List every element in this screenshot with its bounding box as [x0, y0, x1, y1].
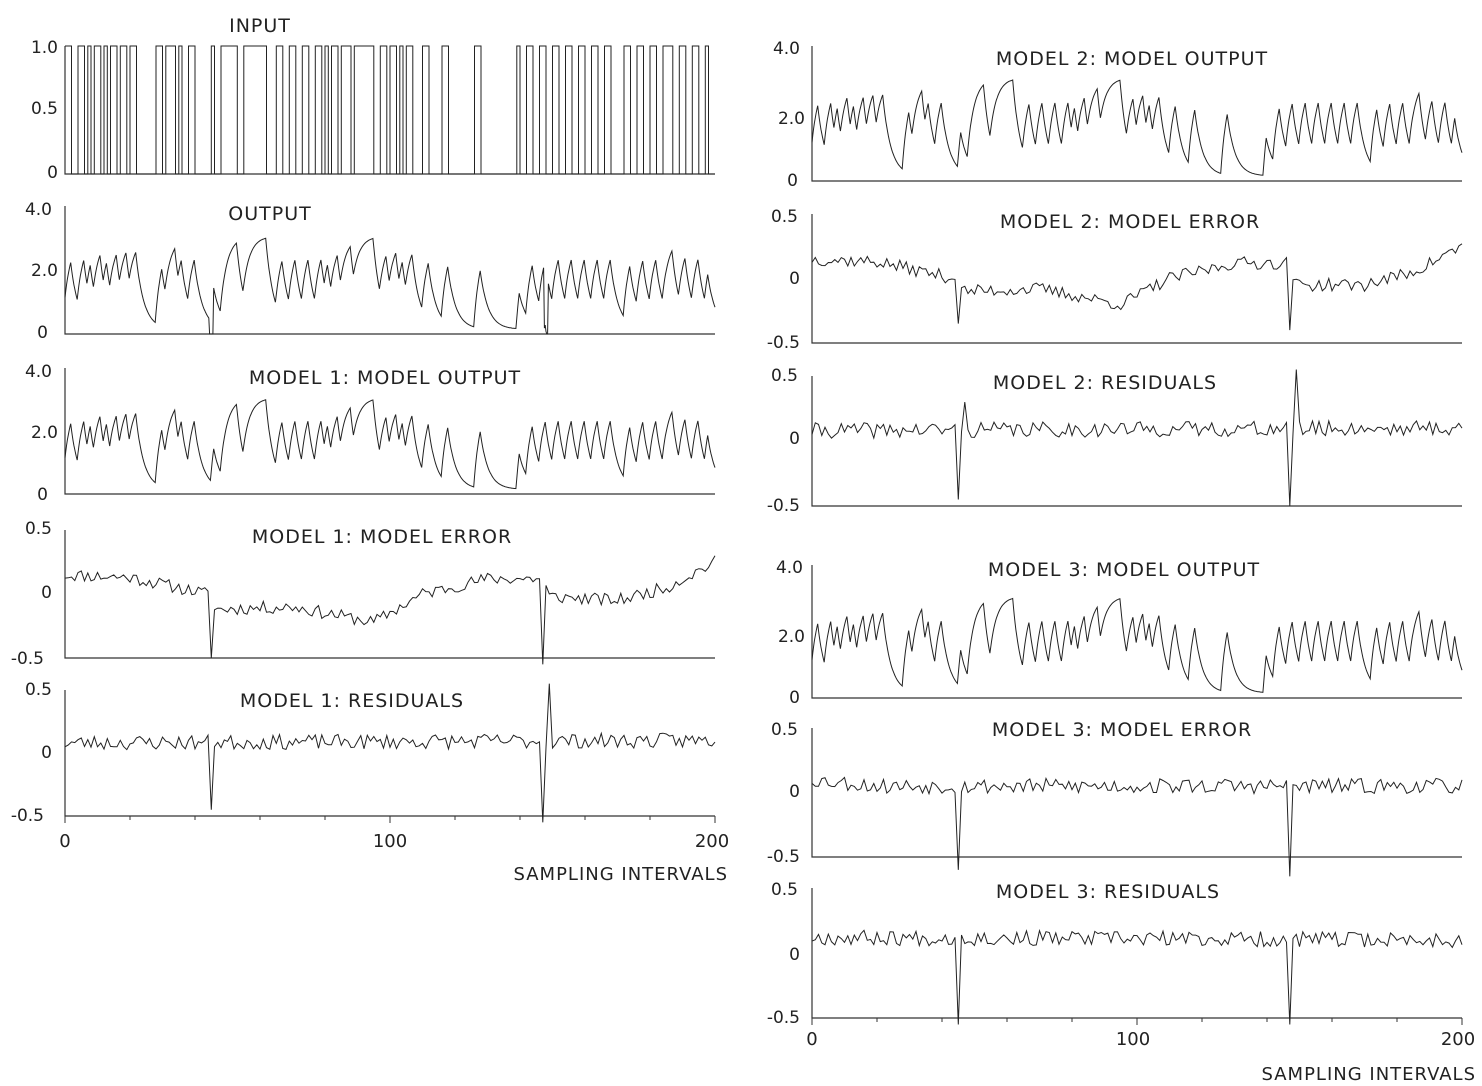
- panel-axes: [811, 46, 1462, 182]
- panel-title: MODEL 3: MODEL ERROR: [992, 719, 1252, 741]
- panel-model2-error: MODEL 2: MODEL ERROR 0.5 0 -0.5: [767, 207, 1463, 353]
- x-axis-ticks: [811, 1018, 1463, 1025]
- panel-axes: [64, 368, 715, 495]
- panel-model3-residuals: MODEL 3: RESIDUALS 0.5 0 -0.5 0 100 200 …: [767, 880, 1476, 1085]
- panel-model3-error: MODEL 3: MODEL ERROR 0.5 0 -0.5: [767, 719, 1463, 877]
- series-model3-output-line: [811, 597, 1463, 693]
- y-tick-label: -0.5: [767, 496, 800, 516]
- panel-model2-residuals: MODEL 2: RESIDUALS 0.5 0 -0.5: [767, 366, 1463, 516]
- y-tick-label: 0.5: [771, 207, 798, 227]
- x-tick-label: 100: [373, 831, 407, 852]
- y-tick-label: 4.0: [773, 39, 800, 59]
- y-tick-label: 0: [787, 171, 798, 191]
- y-tick-label: 2.0: [31, 261, 58, 281]
- series-model2-output-line: [811, 79, 1463, 176]
- y-tick-label: 0.5: [25, 519, 52, 539]
- y-tick-label: 0: [789, 782, 800, 802]
- x-tick-label: 200: [1441, 1029, 1475, 1050]
- y-tick-label: 0: [37, 485, 48, 505]
- series-model2-error-line: [811, 243, 1463, 331]
- panel-axes: [64, 206, 715, 335]
- panel-title: MODEL 1: MODEL OUTPUT: [249, 367, 521, 389]
- panel-title: MODEL 2: MODEL OUTPUT: [996, 48, 1268, 70]
- x-axis-caption: SAMPLING INTERVALS: [513, 864, 728, 885]
- panel-input: INPUT 1.0 0.5 0: [31, 15, 715, 183]
- panel-axes: [811, 376, 1462, 507]
- y-tick-label: 0.5: [771, 880, 798, 900]
- series-output-line: [64, 237, 716, 335]
- y-tick-label: -0.5: [767, 1008, 800, 1028]
- y-tick-label: 4.0: [25, 200, 52, 220]
- y-tick-label: 0: [789, 688, 800, 708]
- y-tick-label: 0: [37, 323, 48, 343]
- y-tick-label: 0: [41, 743, 52, 763]
- panel-title: MODEL 2: RESIDUALS: [993, 372, 1217, 394]
- x-axis-ticks: [64, 816, 716, 823]
- panel-axes: [64, 530, 715, 659]
- panel-axes: [811, 565, 1462, 699]
- y-tick-label: 0.5: [31, 99, 58, 119]
- panel-model1-residuals: MODEL 1: RESIDUALS 0.5 0 -0.5 0 100 200 …: [11, 680, 729, 885]
- y-tick-label: 2.0: [31, 423, 58, 443]
- y-tick-label: -0.5: [767, 847, 800, 867]
- series-model3-error-line: [811, 776, 1463, 877]
- panel-title: MODEL 3: RESIDUALS: [996, 881, 1220, 903]
- series-model2-residuals-line: [811, 369, 1463, 507]
- panel-title: MODEL 1: MODEL ERROR: [252, 526, 512, 548]
- panel-output: OUTPUT 4.0 2.0 0: [25, 200, 716, 343]
- panel-title: MODEL 2: MODEL ERROR: [1000, 211, 1260, 233]
- series-model1-output-line: [64, 399, 716, 490]
- x-tick-label: 100: [1116, 1029, 1150, 1050]
- panel-model2-output: MODEL 2: MODEL OUTPUT 4.0 2.0 0: [773, 39, 1463, 191]
- series-model3-residuals-line: [811, 928, 1463, 1025]
- panel-model3-output: MODEL 3: MODEL OUTPUT 4.0 2.0 0: [776, 558, 1463, 708]
- panel-model1-output: MODEL 1: MODEL OUTPUT 4.0 2.0 0: [25, 362, 716, 505]
- y-tick-label: 0: [41, 583, 52, 603]
- series-input-line: [65, 45, 715, 175]
- y-tick-label: 1.0: [31, 38, 58, 58]
- x-tick-label: 0: [59, 831, 70, 852]
- panel-title: MODEL 3: MODEL OUTPUT: [988, 559, 1260, 581]
- x-tick-label: 0: [806, 1029, 817, 1050]
- y-tick-label: 4.0: [776, 558, 803, 578]
- y-tick-label: 0: [789, 269, 800, 289]
- panel-title: MODEL 1: RESIDUALS: [240, 690, 464, 712]
- y-tick-label: -0.5: [11, 649, 44, 669]
- y-tick-label: 0.5: [25, 680, 52, 700]
- series-model1-residuals-line: [64, 683, 716, 823]
- panel-model1-error: MODEL 1: MODEL ERROR 0.5 0 -0.5: [11, 519, 716, 669]
- y-tick-label: -0.5: [767, 333, 800, 353]
- y-tick-label: 2.0: [778, 627, 805, 647]
- y-tick-label: 0: [789, 945, 800, 965]
- y-tick-label: 0.5: [771, 720, 798, 740]
- y-tick-label: 4.0: [25, 362, 52, 382]
- panel-axes: [811, 214, 1462, 344]
- y-tick-label: 2.0: [778, 109, 805, 129]
- panel-axes: [811, 728, 1462, 858]
- x-axis-caption: SAMPLING INTERVALS: [1261, 1064, 1476, 1085]
- x-tick-label: 200: [695, 831, 729, 852]
- panel-axes: [811, 888, 1462, 1019]
- series-model1-error-line: [64, 555, 716, 665]
- y-tick-label: 0: [47, 163, 58, 183]
- panel-title: OUTPUT: [228, 203, 311, 225]
- panel-title: INPUT: [229, 15, 291, 37]
- y-tick-label: 0: [789, 429, 800, 449]
- y-tick-label: 0.5: [771, 366, 798, 386]
- y-tick-label: -0.5: [11, 806, 44, 826]
